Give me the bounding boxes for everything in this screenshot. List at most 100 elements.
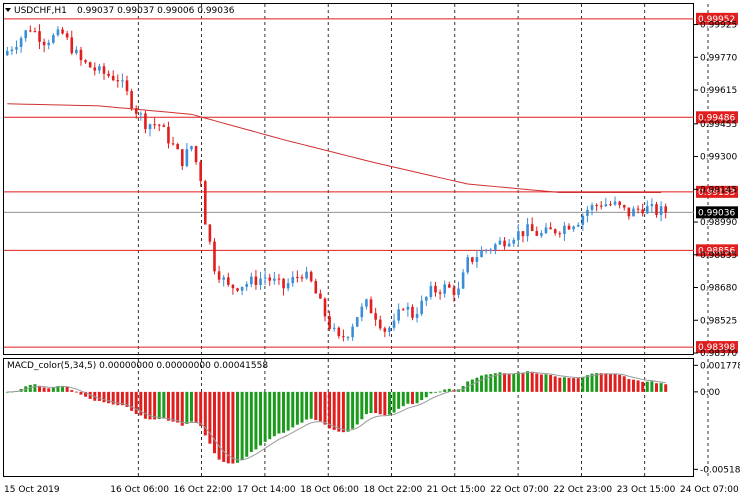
macd-bar xyxy=(263,391,267,442)
level-price-tag xyxy=(696,12,738,25)
level-price-label: 0.98398 xyxy=(698,343,735,353)
macd-bar xyxy=(107,391,111,404)
macd-bar xyxy=(208,391,212,444)
macd-bar xyxy=(475,377,479,392)
candle-body xyxy=(47,42,51,46)
macd-y-tick-label: 0.00 xyxy=(700,388,720,398)
time-axis: 15 Oct 2019 16 Oct 06:00 16 Oct 22:00 17 Oc… xyxy=(4,485,739,495)
macd-bar xyxy=(295,391,299,425)
candle-body xyxy=(222,277,225,280)
macd-bar xyxy=(180,391,184,426)
candle-body xyxy=(70,37,74,54)
macd-bar xyxy=(608,373,612,392)
collapse-triangle-icon[interactable] xyxy=(5,8,11,12)
macd-bar xyxy=(337,391,341,432)
candle-body xyxy=(157,124,161,126)
candle-body xyxy=(300,277,304,279)
candle-body xyxy=(609,204,612,206)
y-tick-label: 0.99300 xyxy=(700,153,737,163)
candle-body xyxy=(199,161,202,182)
candle-body xyxy=(415,314,419,318)
candle-body xyxy=(645,206,649,214)
candle-body xyxy=(507,243,511,247)
candle-body xyxy=(227,277,230,285)
current-price-label: 0.99036 xyxy=(698,208,735,218)
candle-body xyxy=(33,31,37,33)
candle-body xyxy=(443,284,446,294)
macd-bar xyxy=(443,389,447,392)
macd-bar xyxy=(539,374,543,392)
level-price-tag xyxy=(696,244,738,257)
candle-body xyxy=(153,124,156,126)
candle-body xyxy=(111,75,115,81)
candle-body xyxy=(411,306,414,318)
macd-bar xyxy=(291,391,295,428)
macd-bar xyxy=(406,391,410,404)
x-tick-label: 17 Oct 14:00 xyxy=(237,485,296,495)
macd-bar xyxy=(42,387,46,392)
current-price-tag xyxy=(696,206,738,219)
candle-body xyxy=(208,224,212,242)
macd-bar xyxy=(516,372,520,392)
candle-body xyxy=(254,276,258,285)
macd-bar xyxy=(217,391,221,460)
candle-body xyxy=(24,30,28,39)
candle-body xyxy=(167,126,170,144)
candle-body xyxy=(65,33,69,38)
macd-bar xyxy=(378,391,382,415)
macd-bar xyxy=(249,391,253,453)
x-tick-label: 15 Oct 2019 xyxy=(4,485,60,495)
candle-body xyxy=(98,66,101,71)
candle-body xyxy=(581,215,585,225)
y-tick-label: 0.98370 xyxy=(700,349,737,359)
candle-body xyxy=(604,204,608,207)
candle-body xyxy=(314,281,318,294)
candle-body xyxy=(471,257,474,262)
candle-body xyxy=(369,299,373,314)
candle-body xyxy=(526,224,529,237)
macd-bar xyxy=(332,391,336,430)
level-price-label: 0.99133 xyxy=(698,188,735,198)
candle-body xyxy=(332,327,336,329)
candle-body xyxy=(231,284,235,289)
candle-body xyxy=(530,224,534,232)
macd-bar xyxy=(328,391,332,429)
candle-body xyxy=(590,205,594,210)
macd-bar xyxy=(346,391,350,432)
macd-bar xyxy=(558,377,562,392)
macd-bar xyxy=(236,391,240,463)
macd-bar xyxy=(309,391,313,419)
macd-bar xyxy=(65,386,69,392)
candle-body xyxy=(328,316,331,329)
x-tick-label: 16 Oct 06:00 xyxy=(110,485,169,495)
macd-bar xyxy=(507,373,511,392)
candle-body xyxy=(420,300,423,315)
candle-body xyxy=(549,227,552,230)
macd-bar xyxy=(599,373,603,392)
candle-body xyxy=(194,146,198,162)
level-price-label: 0.98856 xyxy=(698,246,735,256)
candle-body xyxy=(116,80,120,82)
macd-bar xyxy=(157,391,161,420)
candle-body xyxy=(655,204,658,215)
macd-bar xyxy=(323,391,327,425)
macd-bar xyxy=(498,372,502,392)
macd-bar xyxy=(622,376,626,392)
price-axis: 0.99925 0.99770 0.99615 0.99455 0.99300 0.991… xyxy=(694,21,737,359)
macd-bar xyxy=(595,373,599,392)
candle-body xyxy=(15,47,18,50)
y-tick-label: 0.98680 xyxy=(700,284,737,294)
macd-bar xyxy=(5,391,9,393)
candle-body xyxy=(337,327,341,337)
macd-bar xyxy=(429,391,433,394)
macd-bar xyxy=(489,374,493,392)
macd-bar xyxy=(641,381,645,392)
macd-bar xyxy=(194,391,198,423)
candle-body xyxy=(494,244,497,250)
candle-body xyxy=(107,73,110,76)
x-tick-label: 22 Oct 07:00 xyxy=(490,485,549,495)
macd-bar xyxy=(562,377,566,392)
macd-bar xyxy=(116,391,120,406)
x-tick-label: 16 Oct 22:00 xyxy=(174,485,233,495)
candle-body xyxy=(213,241,216,272)
